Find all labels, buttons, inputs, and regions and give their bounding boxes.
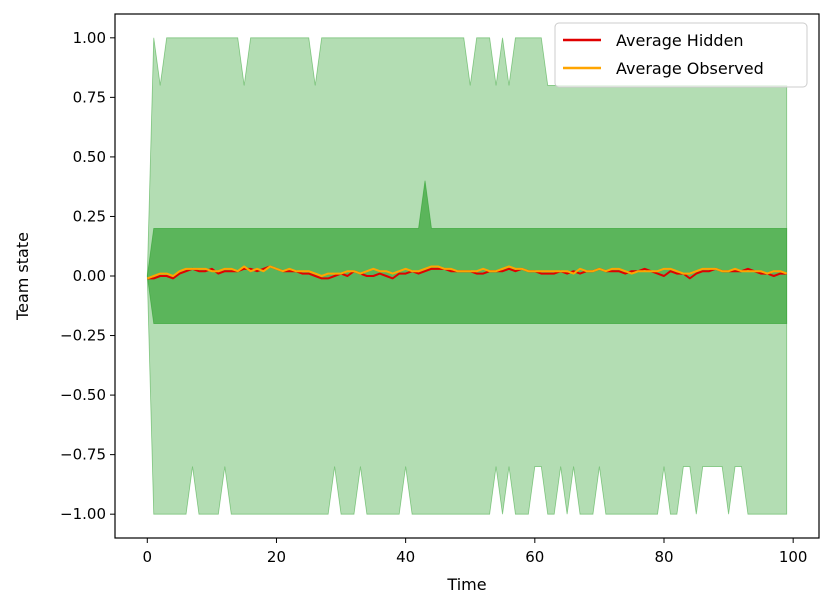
legend: Average Hidden Average Observed — [554, 22, 808, 88]
y-tick-label: −0.75 — [60, 446, 106, 464]
series-lines — [146, 265, 788, 280]
x-tick-label: 20 — [267, 548, 286, 566]
y-tick-label: 0.75 — [73, 88, 106, 106]
y-tick-label: 0.50 — [73, 148, 106, 166]
x-tick-label: 0 — [143, 548, 153, 566]
y-tick-label: 0.00 — [73, 267, 106, 285]
y-tick-label: −0.50 — [60, 386, 106, 404]
y-tick-label: −0.25 — [60, 327, 106, 345]
x-tick-label: 80 — [654, 548, 673, 566]
x-tick-label: 100 — [779, 548, 808, 566]
confidence-bands — [146, 37, 788, 515]
x-axis-ticks: 0 20 40 60 80 100 — [143, 538, 808, 566]
x-axis-label: Time — [446, 575, 486, 594]
observed-line — [146, 265, 788, 280]
y-tick-label: 0.25 — [73, 207, 106, 225]
y-axis-ticks: 1.00 0.75 0.50 0.25 0.00 −0.25 −0.50 −0.75 −1.00 — [60, 29, 115, 523]
legend-label-observed: Average Observed — [616, 59, 764, 78]
y-axis-label: Team state — [13, 232, 32, 321]
legend-box — [554, 22, 808, 88]
x-tick-label: 40 — [396, 548, 415, 566]
legend-label-hidden: Average Hidden — [616, 31, 744, 50]
inner-band — [146, 180, 788, 325]
y-tick-label: 1.00 — [73, 29, 106, 47]
x-tick-label: 60 — [525, 548, 544, 566]
y-tick-label: −1.00 — [60, 505, 106, 523]
